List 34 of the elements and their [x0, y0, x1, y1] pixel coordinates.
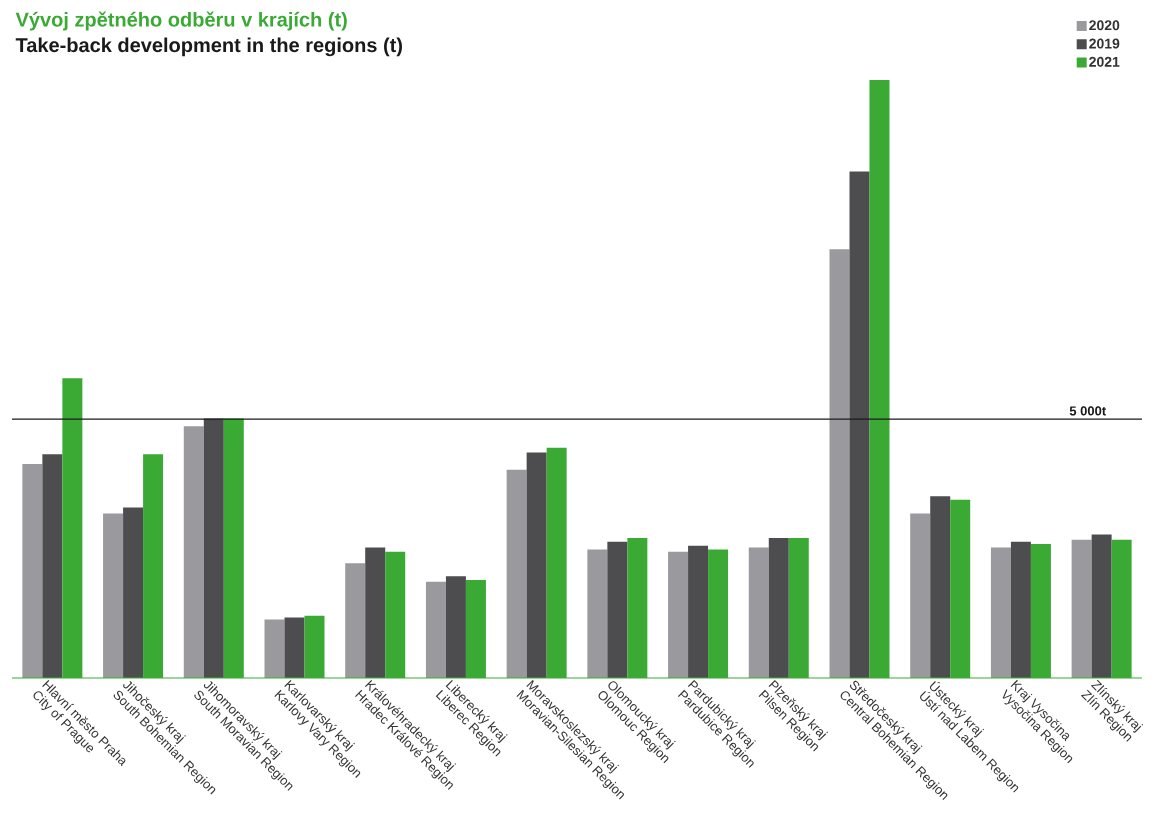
ref-line-label: 5 000t [1069, 406, 1106, 416]
bar [183, 426, 204, 678]
bar [103, 513, 124, 678]
bar [1010, 541, 1031, 678]
bar [990, 547, 1011, 678]
bar [910, 513, 931, 678]
bar [1091, 534, 1112, 678]
chart-title: Vývoj zpětného odběru v krajích (t) [15, 11, 347, 31]
legend-label: 2020 [1089, 20, 1120, 31]
legend-label: 2021 [1089, 56, 1120, 67]
bar [42, 454, 63, 678]
bar [587, 549, 608, 678]
bar [345, 563, 366, 678]
bar [425, 581, 446, 678]
bar [22, 463, 43, 678]
bar [203, 418, 224, 678]
bar [526, 452, 547, 678]
bar [748, 547, 769, 678]
bar [506, 469, 527, 678]
bar [445, 576, 466, 678]
bar [284, 617, 305, 678]
bar [123, 507, 144, 678]
bar [607, 541, 628, 678]
bar [688, 545, 709, 678]
legend-label: 2019 [1089, 38, 1120, 49]
bar [849, 171, 870, 678]
bar [930, 496, 951, 678]
chart-subtitle: Take-back development in the regions (t) [15, 37, 402, 57]
bar [1071, 539, 1092, 678]
bar [829, 249, 850, 678]
bar [264, 619, 285, 678]
bar [768, 538, 789, 678]
bar [668, 551, 689, 678]
bar [365, 547, 386, 678]
